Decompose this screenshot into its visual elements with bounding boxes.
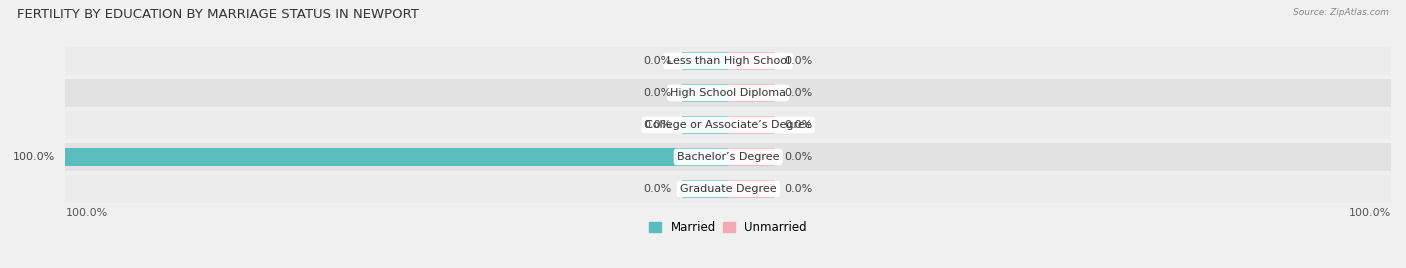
Text: FERTILITY BY EDUCATION BY MARRIAGE STATUS IN NEWPORT: FERTILITY BY EDUCATION BY MARRIAGE STATU… (17, 8, 419, 21)
Bar (728, 116, 775, 134)
Legend: Married, Unmarried: Married, Unmarried (645, 216, 811, 239)
Text: 0.0%: 0.0% (644, 184, 672, 194)
Text: Bachelor’s Degree: Bachelor’s Degree (676, 152, 779, 162)
Text: Graduate Degree: Graduate Degree (681, 184, 776, 194)
Text: 0.0%: 0.0% (785, 88, 813, 98)
Bar (728, 84, 775, 102)
Text: High School Diploma: High School Diploma (671, 88, 786, 98)
Text: College or Associate’s Degree: College or Associate’s Degree (645, 120, 811, 130)
Bar (682, 180, 728, 198)
Bar (66, 174, 1391, 203)
Text: 0.0%: 0.0% (785, 56, 813, 66)
Bar (66, 111, 1391, 139)
Bar (66, 79, 1391, 107)
Text: 0.0%: 0.0% (785, 184, 813, 194)
Text: 0.0%: 0.0% (644, 56, 672, 66)
Bar (728, 148, 775, 166)
Text: 100.0%: 100.0% (1348, 208, 1391, 218)
Text: 0.0%: 0.0% (644, 120, 672, 130)
Bar (66, 148, 728, 166)
Text: 0.0%: 0.0% (785, 152, 813, 162)
Bar (66, 47, 1391, 75)
Text: 0.0%: 0.0% (644, 88, 672, 98)
Bar (728, 180, 775, 198)
Bar (682, 52, 728, 70)
Text: 0.0%: 0.0% (785, 120, 813, 130)
Bar (728, 52, 775, 70)
Text: Less than High School: Less than High School (666, 56, 790, 66)
Bar (682, 84, 728, 102)
Text: Source: ZipAtlas.com: Source: ZipAtlas.com (1294, 8, 1389, 17)
Bar (66, 143, 1391, 171)
Text: 100.0%: 100.0% (13, 152, 55, 162)
Text: 100.0%: 100.0% (66, 208, 108, 218)
Bar (682, 116, 728, 134)
